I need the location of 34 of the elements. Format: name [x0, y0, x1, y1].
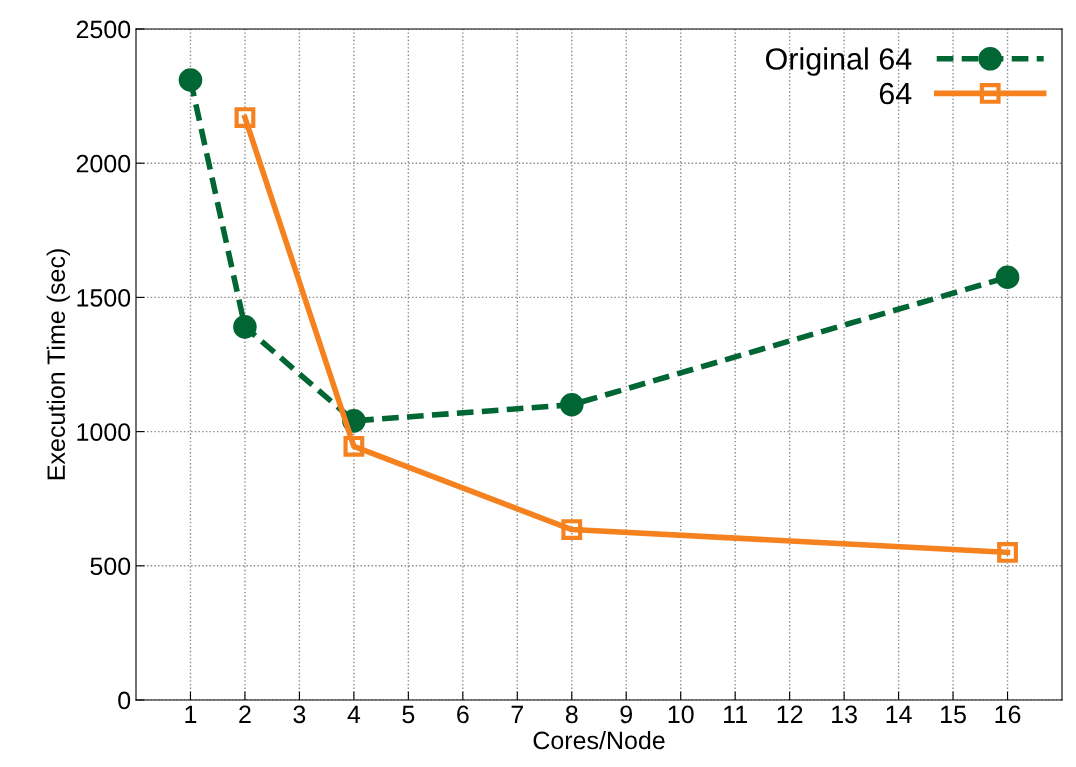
y-tick-label: 0: [118, 691, 131, 710]
point: [997, 541, 1018, 563]
point: [995, 265, 1020, 290]
point: [343, 435, 365, 457]
y-tick-label: 500: [90, 557, 131, 576]
y-tick-label: 2500: [76, 20, 131, 39]
x-tick-label: 14: [886, 705, 912, 723]
x-tick-label: 2: [239, 705, 251, 723]
point: [561, 519, 583, 540]
x-tick-label: 15: [941, 705, 966, 724]
x-axis-title: Cores/Node: [533, 730, 665, 750]
x-tick-label: 1: [185, 705, 197, 723]
x-tick-label: 5: [402, 705, 415, 724]
x-tick-label: 13: [832, 705, 857, 724]
y-tick-label: 2000: [76, 154, 131, 173]
y-axis-title: Execution Time (sec): [46, 249, 70, 480]
point: [233, 315, 257, 339]
x-tick-label: 6: [457, 705, 469, 724]
x-tick-label: 10: [668, 705, 694, 724]
legend-label: Original 64: [765, 47, 912, 76]
legend-label: 64: [879, 82, 912, 105]
x-tick-label: 3: [293, 705, 306, 724]
x-tick-label: 7: [511, 705, 523, 723]
x-tick-label: 8: [565, 705, 578, 724]
x-tick-label: 9: [620, 705, 632, 724]
x-tick-label: 4: [347, 705, 361, 723]
x-tick-label: 12: [777, 705, 803, 723]
x-tick-label: 11: [724, 705, 747, 723]
y-tick-label: 1000: [77, 423, 131, 441]
point: [178, 68, 203, 92]
point: [559, 392, 584, 417]
point: [234, 107, 256, 128]
x-tick-label: 16: [995, 705, 1021, 724]
y-tick-label: 1500: [77, 289, 131, 307]
